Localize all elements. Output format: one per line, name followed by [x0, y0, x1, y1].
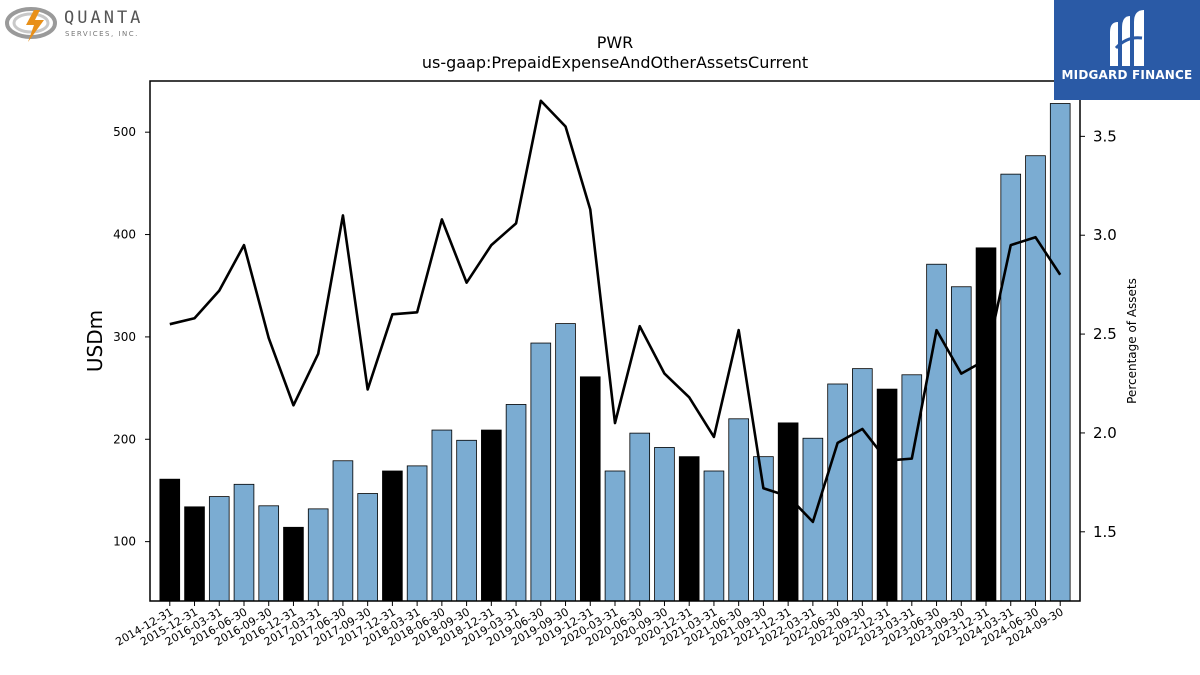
- y2-axis-label: Percentage of Assets: [1125, 278, 1139, 404]
- quanta-logo-text: QUANTA: [64, 8, 144, 28]
- bar: [876, 388, 898, 602]
- bar: [332, 460, 354, 602]
- bar: [654, 447, 675, 602]
- bar: [283, 526, 304, 602]
- midgard-logo-text: MIDGARD FINANCE: [1061, 68, 1193, 82]
- y-tick-label: 300: [113, 330, 136, 344]
- bar: [975, 247, 997, 602]
- bar: [1025, 155, 1046, 602]
- bar: [579, 376, 601, 602]
- y2-tick-label: 3.5: [1093, 127, 1117, 145]
- bar: [604, 470, 626, 602]
- bar: [629, 432, 651, 602]
- bar: [258, 505, 280, 602]
- bar: [703, 470, 725, 602]
- y2-tick-label: 1.5: [1093, 523, 1117, 541]
- y2-tick-label: 3.0: [1093, 226, 1117, 244]
- bar: [406, 465, 428, 602]
- chart-title: PWR: [597, 33, 634, 52]
- percentage-line: [169, 99, 1062, 524]
- bar: [728, 418, 749, 602]
- bar: [431, 429, 453, 602]
- bar: [827, 383, 848, 602]
- bar: [233, 483, 255, 602]
- bar: [753, 456, 774, 602]
- bar: [184, 506, 205, 602]
- y-tick-label: 100: [113, 535, 136, 549]
- x-axis: 2014-12-312015-12-312016-03-312016-06-30…: [113, 601, 1066, 649]
- bar: [382, 470, 403, 602]
- bar: [208, 496, 230, 602]
- bar: [852, 368, 873, 602]
- bar: [950, 286, 972, 602]
- y-tick-label: 500: [113, 125, 136, 139]
- right-axis: 1.5 2.0 2.5 3.0 3.5: [1080, 127, 1117, 541]
- y-tick-label: 200: [113, 432, 136, 446]
- bar: [901, 374, 923, 602]
- bar: [926, 263, 947, 602]
- midgard-emblem-icon: [1110, 10, 1144, 66]
- quanta-emblem-icon: [5, 7, 57, 42]
- quanta-logo: QUANTA SERVICES, INC.: [4, 4, 164, 50]
- bar: [1049, 103, 1071, 602]
- bar: [678, 456, 700, 602]
- y-axis-label: USDm: [83, 310, 107, 372]
- chart-subtitle: us-gaap:PrepaidExpenseAndOtherAssetsCurr…: [422, 53, 808, 72]
- bar: [505, 404, 527, 602]
- bar: [777, 422, 799, 602]
- bar: [481, 429, 502, 602]
- quanta-logo-subtext: SERVICES, INC.: [65, 30, 139, 38]
- left-axis: 100 200 300 400 500: [113, 125, 150, 549]
- y2-tick-label: 2.5: [1093, 325, 1117, 343]
- y2-tick-label: 2.0: [1093, 424, 1117, 442]
- bars-group: [159, 103, 1071, 602]
- y-tick-label: 400: [113, 228, 136, 242]
- bar: [307, 508, 329, 602]
- bar: [1000, 173, 1022, 602]
- bar: [159, 478, 181, 602]
- midgard-logo: MIDGARD FINANCE: [1054, 0, 1200, 100]
- bar: [357, 493, 378, 602]
- bar: [530, 342, 552, 602]
- line-group: [169, 99, 1062, 524]
- bar: [555, 323, 576, 602]
- bar: [456, 439, 477, 602]
